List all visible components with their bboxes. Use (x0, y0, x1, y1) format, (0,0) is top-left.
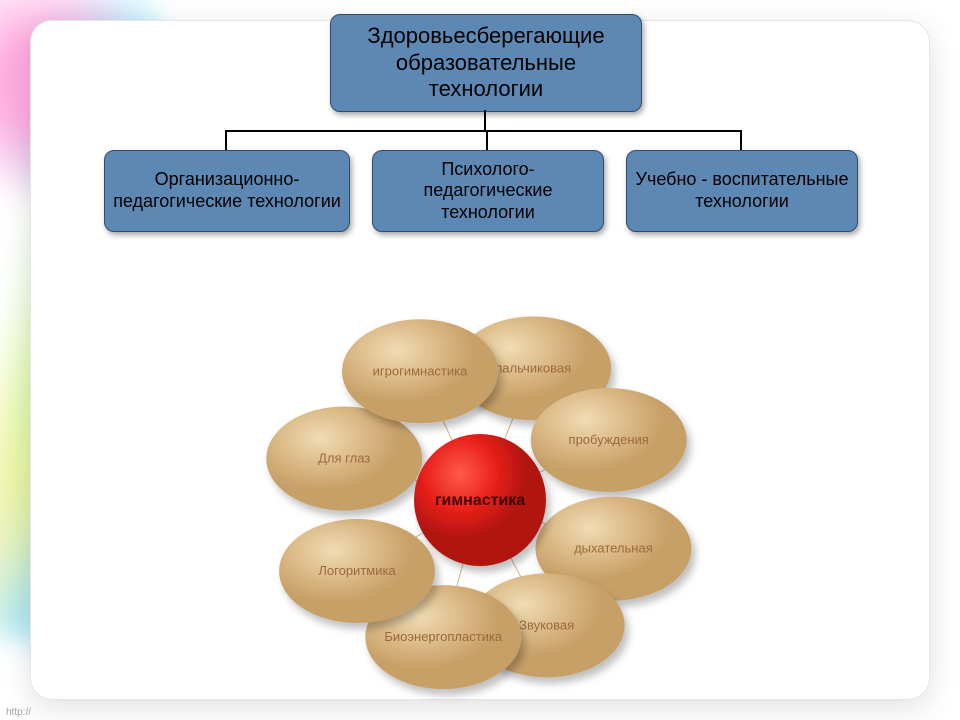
org-connector (225, 130, 227, 150)
org-connector (740, 130, 742, 150)
radial-diagram: пальчиковая пробуждения дыхательная Звукова… (30, 285, 930, 700)
petal-label-6: Для глаз (318, 450, 370, 465)
petal-label-5: Логоритмика (318, 563, 396, 578)
org-child-2: Учебно - воспитательные технологии (626, 150, 858, 232)
org-child-1: Психолого-педагогические технологии (372, 150, 604, 232)
radial-svg: пальчиковая пробуждения дыхательная Звукова… (30, 285, 930, 715)
petal-label-0: пальчиковая (495, 360, 571, 375)
org-connector (484, 110, 486, 130)
radial-center-label: гимнастика (435, 492, 525, 509)
org-child-0: Организационно-педагогические технологии (104, 150, 350, 232)
petal-label-7: игрогимнастика (373, 363, 469, 378)
petal-label-3: Звуковая (519, 617, 574, 632)
footer-url: http:// (6, 707, 31, 718)
slide-card: Здоровьесберегающие образовательные техн… (30, 20, 930, 700)
petal-label-4: Биоэнергопластика (384, 629, 503, 644)
org-connector (226, 130, 741, 132)
petal-label-1: пробуждения (569, 432, 649, 447)
org-chart: Здоровьесберегающие образовательные техн… (30, 14, 930, 274)
org-connector (486, 130, 488, 150)
org-root: Здоровьесберегающие образовательные техн… (330, 14, 642, 112)
petal-label-2: дыхательная (574, 541, 653, 556)
